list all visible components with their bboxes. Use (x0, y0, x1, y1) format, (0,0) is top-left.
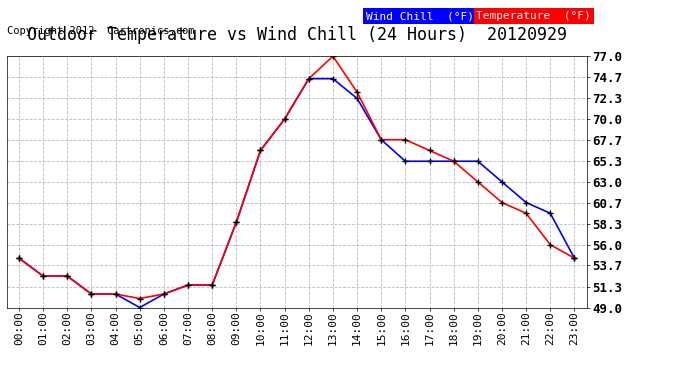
Text: Outdoor Temperature vs Wind Chill (24 Hours)  20120929: Outdoor Temperature vs Wind Chill (24 Ho… (27, 26, 566, 44)
Text: Wind Chill  (°F): Wind Chill (°F) (366, 11, 474, 21)
Text: Copyright 2012  Cartronics.com: Copyright 2012 Cartronics.com (7, 26, 195, 36)
Text: Temperature  (°F): Temperature (°F) (476, 11, 591, 21)
